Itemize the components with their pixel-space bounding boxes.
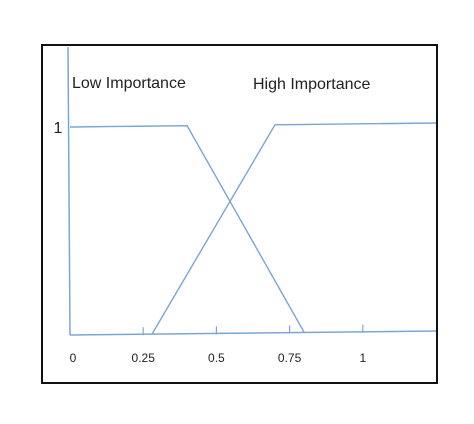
series-label-low-importance: Low Importance xyxy=(72,75,186,92)
series-line-high-importance xyxy=(151,122,437,335)
x-tick-label: 0 xyxy=(70,351,77,365)
x-tick-label: 0.5 xyxy=(208,351,225,365)
x-tick-label: 0.75 xyxy=(278,351,302,365)
y-axis xyxy=(67,46,71,336)
y-tick-label: 1 xyxy=(54,120,63,137)
chart-frame xyxy=(41,44,438,384)
x-tick-label: 0.25 xyxy=(132,351,156,365)
x-tick-label: 1 xyxy=(359,351,366,365)
series-label-high-importance: High Importance xyxy=(253,76,370,93)
series-line-low-importance xyxy=(69,124,305,333)
x-axis xyxy=(69,330,437,336)
